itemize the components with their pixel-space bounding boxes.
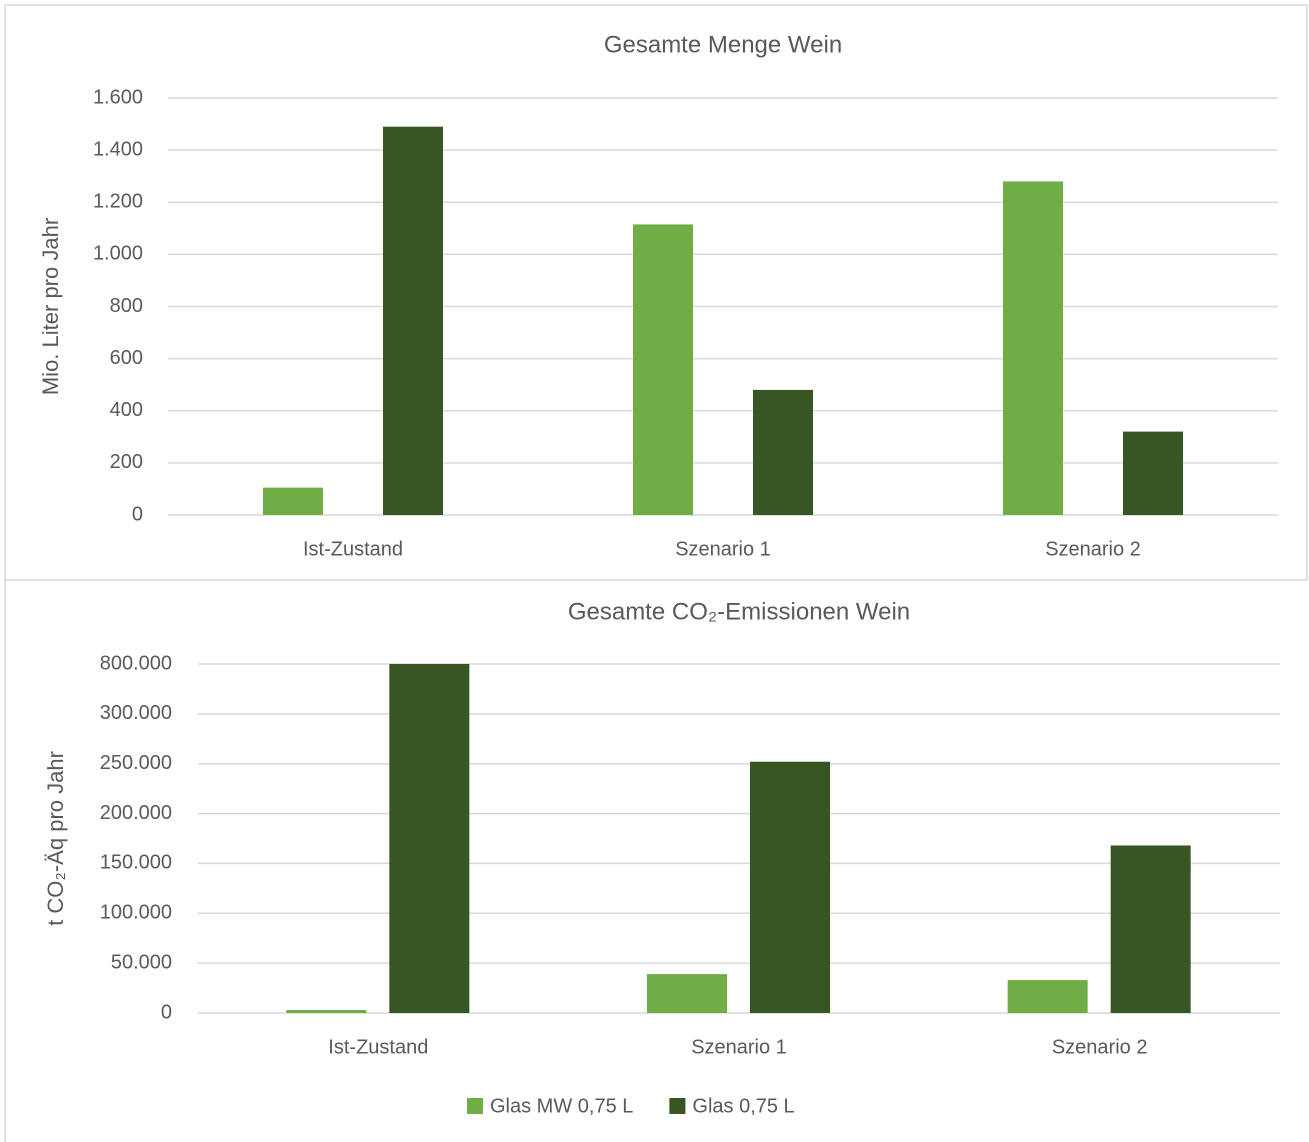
y-tick-label: 800.000 [100,652,172,674]
chart-title: Gesamte CO₂-Emissionen Wein [568,598,910,625]
bar [1123,431,1183,515]
bar [1003,181,1063,515]
x-tick-label: Szenario 2 [1052,1036,1148,1058]
x-tick-label: Ist-Zustand [328,1036,428,1058]
chart-border [4,4,1308,581]
legend-swatch [669,1098,686,1114]
x-tick-label: Ist-Zustand [303,538,403,560]
y-tick-label: 600 [110,347,143,369]
x-tick-label: Szenario 1 [675,538,771,560]
bar [389,664,470,1013]
y-tick-label: 400 [110,399,143,421]
chart-title: Gesamte Menge Wein [604,31,842,58]
y-tick-label: 150.000 [100,852,172,874]
y-tick-label: 200.000 [100,802,172,824]
x-tick-label: Szenario 1 [691,1036,787,1058]
bar [753,389,813,515]
y-tick-label: 100.000 [100,902,172,924]
y-tick-label: 200 [110,451,143,473]
bar [750,761,830,1013]
y-tick-label: 1.600 [93,86,143,108]
bar [633,224,693,515]
y-tick-label: 1.400 [93,138,143,160]
y-tick-label: 1.200 [93,191,143,213]
bar [1007,980,1088,1013]
legend-label: Glas MW 0,75 L [490,1095,633,1117]
y-tick-label: 800 [110,295,143,317]
y-tick-label: 300.000 [100,702,172,724]
y-tick-label: 1.000 [93,243,143,265]
x-tick-label: Szenario 2 [1045,538,1141,560]
bar [286,1010,367,1013]
y-tick-label: 50.000 [111,951,172,973]
y-tick-label: 0 [132,503,143,525]
y-axis-label: Mio. Liter pro Jahr [38,218,63,395]
y-tick-label: 250.000 [100,752,172,774]
bar [383,126,443,515]
bar [263,487,323,515]
bar [647,974,727,1013]
y-tick-label: 0 [161,1001,172,1023]
y-axis-label: t CO₂-Äq pro Jahr [43,751,68,926]
legend-label: Glas 0,75 L [692,1095,794,1117]
bar [1110,845,1191,1013]
legend-swatch [467,1098,483,1114]
